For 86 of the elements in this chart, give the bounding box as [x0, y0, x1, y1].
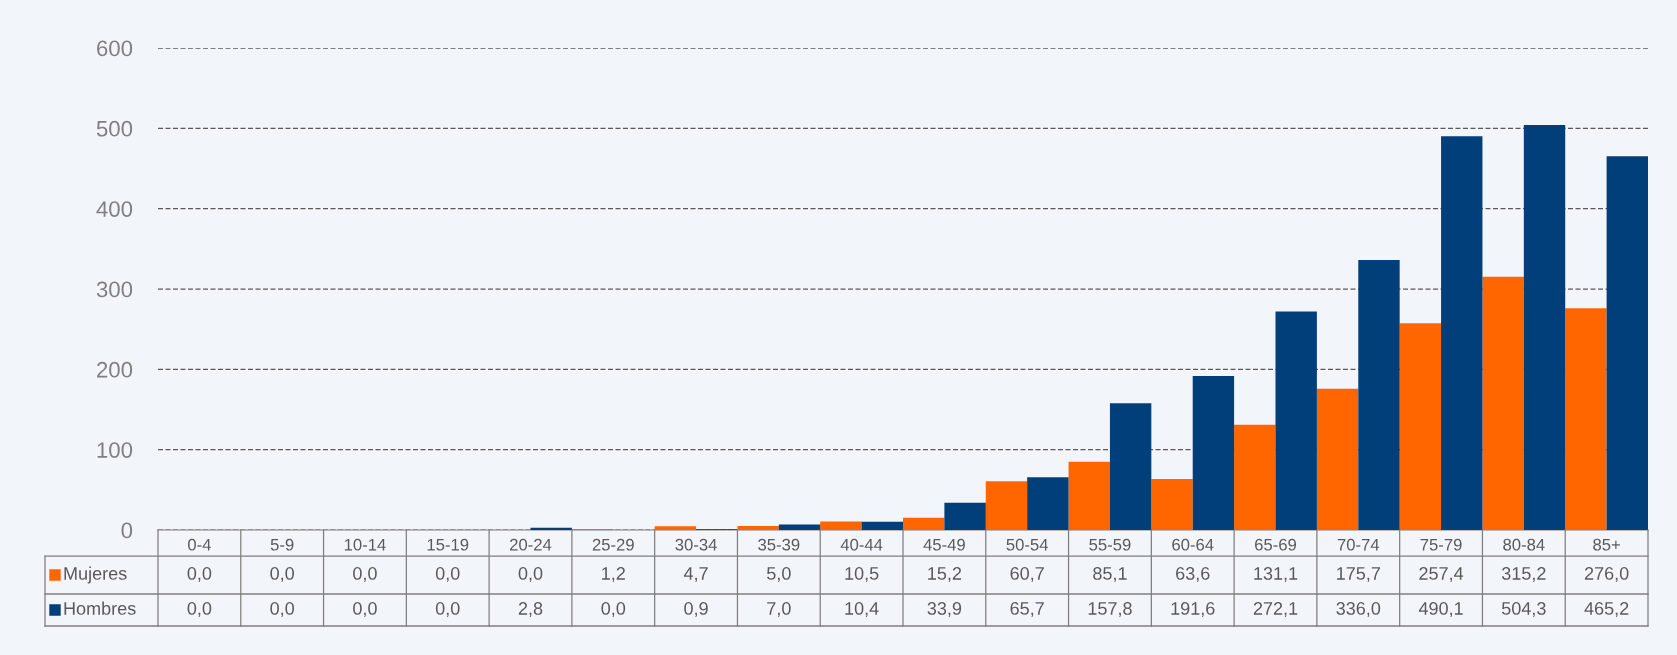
- x-tick-label: 55-59: [1089, 538, 1131, 551]
- data-label: 0,0: [187, 567, 212, 582]
- data-label: 0,0: [270, 602, 295, 617]
- data-label: 504,3: [1501, 602, 1546, 617]
- data-label: 33,9: [927, 602, 962, 617]
- bar: [654, 526, 697, 530]
- y-tick-label: 300: [96, 281, 133, 298]
- bar: [1565, 308, 1607, 530]
- x-tick-label: 65-69: [1255, 538, 1297, 551]
- y-tick-label: 600: [97, 40, 133, 57]
- data-label: 5,0: [767, 567, 791, 582]
- x-tick-label: 5-9: [270, 538, 294, 551]
- bar: [737, 525, 779, 530]
- bar: [1275, 311, 1317, 530]
- data-label: 336,0: [1336, 602, 1381, 617]
- x-tick-label: 35-39: [758, 538, 800, 551]
- data-label: 15,2: [928, 567, 962, 582]
- data-label: 315,2: [1501, 567, 1546, 582]
- bar: [1151, 478, 1193, 530]
- legend-label: Mujeres: [64, 566, 127, 584]
- data-label: 4,7: [683, 567, 708, 582]
- data-label: 157,8: [1088, 602, 1132, 617]
- data-label: 7,0: [767, 602, 791, 617]
- data-label: 276,0: [1584, 567, 1629, 582]
- bar: [1234, 424, 1276, 530]
- data-label: 0,0: [353, 567, 377, 582]
- data-label: 60,7: [1010, 567, 1044, 582]
- x-tick-label: 75-79: [1420, 538, 1462, 551]
- data-label: 10,4: [845, 602, 879, 617]
- y-tick-label: 400: [96, 201, 133, 217]
- bar: [861, 521, 903, 530]
- bar: [985, 481, 1028, 530]
- data-label: 85,1: [1093, 567, 1127, 582]
- y-tick-label: 500: [96, 120, 133, 137]
- bar: [1399, 323, 1442, 530]
- data-label: 131,1: [1254, 567, 1298, 582]
- x-tick-label: 60-64: [1172, 538, 1214, 551]
- data-label: 0,0: [435, 567, 460, 582]
- x-tick-label: 45-49: [923, 538, 965, 551]
- x-tick-label: 30-34: [675, 538, 717, 551]
- data-label: 175,7: [1337, 567, 1380, 582]
- data-label: 272,1: [1253, 602, 1298, 617]
- data-label: 10,5: [845, 567, 879, 582]
- x-tick-label: 20-24: [510, 538, 552, 551]
- bar: [1316, 388, 1359, 530]
- y-tick-label: 200: [97, 361, 133, 378]
- data-label: 0,0: [435, 602, 460, 617]
- x-tick-label: 50-54: [1006, 538, 1048, 551]
- bar: [1482, 276, 1524, 530]
- x-tick-label: 40-44: [840, 538, 883, 551]
- data-label: 0,0: [187, 602, 212, 617]
- x-tick-label: 10-14: [344, 538, 386, 551]
- x-tick-label: 70-74: [1337, 538, 1380, 551]
- bar: [1109, 403, 1152, 530]
- bar: [1192, 376, 1235, 530]
- data-label: 0,0: [601, 602, 626, 617]
- bar: [903, 517, 945, 530]
- bar: [1027, 477, 1069, 530]
- x-tick-label: 25-29: [592, 538, 634, 551]
- data-label: 191,6: [1171, 602, 1215, 617]
- bar: [1606, 156, 1648, 530]
- bar: [778, 524, 821, 530]
- data-label: 0,0: [270, 567, 295, 582]
- data-label: 63,6: [1176, 567, 1210, 582]
- bar: [944, 502, 986, 530]
- bar: [1068, 461, 1110, 530]
- legend-label: Hombres: [64, 601, 136, 615]
- data-label: 0,0: [518, 567, 543, 582]
- data-label: 2,8: [518, 602, 543, 617]
- y-tick-label: 0: [121, 522, 133, 539]
- data-label: 0,9: [684, 602, 708, 617]
- data-label: 490,1: [1418, 602, 1463, 617]
- bar: [1441, 136, 1483, 530]
- x-tick-label: 0-4: [188, 538, 211, 551]
- data-label: 0,0: [353, 602, 377, 617]
- data-label: 465,2: [1584, 602, 1629, 617]
- data-label: 65,7: [1010, 602, 1044, 617]
- x-tick-label: 85+: [1593, 538, 1620, 551]
- x-tick-label: 80-84: [1503, 538, 1545, 551]
- y-tick-label: 100: [97, 442, 133, 458]
- data-label: 257,4: [1419, 567, 1464, 582]
- data-label: 1,2: [602, 567, 625, 582]
- x-tick-label: 15-19: [427, 538, 469, 551]
- bar: [820, 521, 862, 530]
- bar: [1523, 124, 1566, 530]
- bar: [1358, 260, 1400, 530]
